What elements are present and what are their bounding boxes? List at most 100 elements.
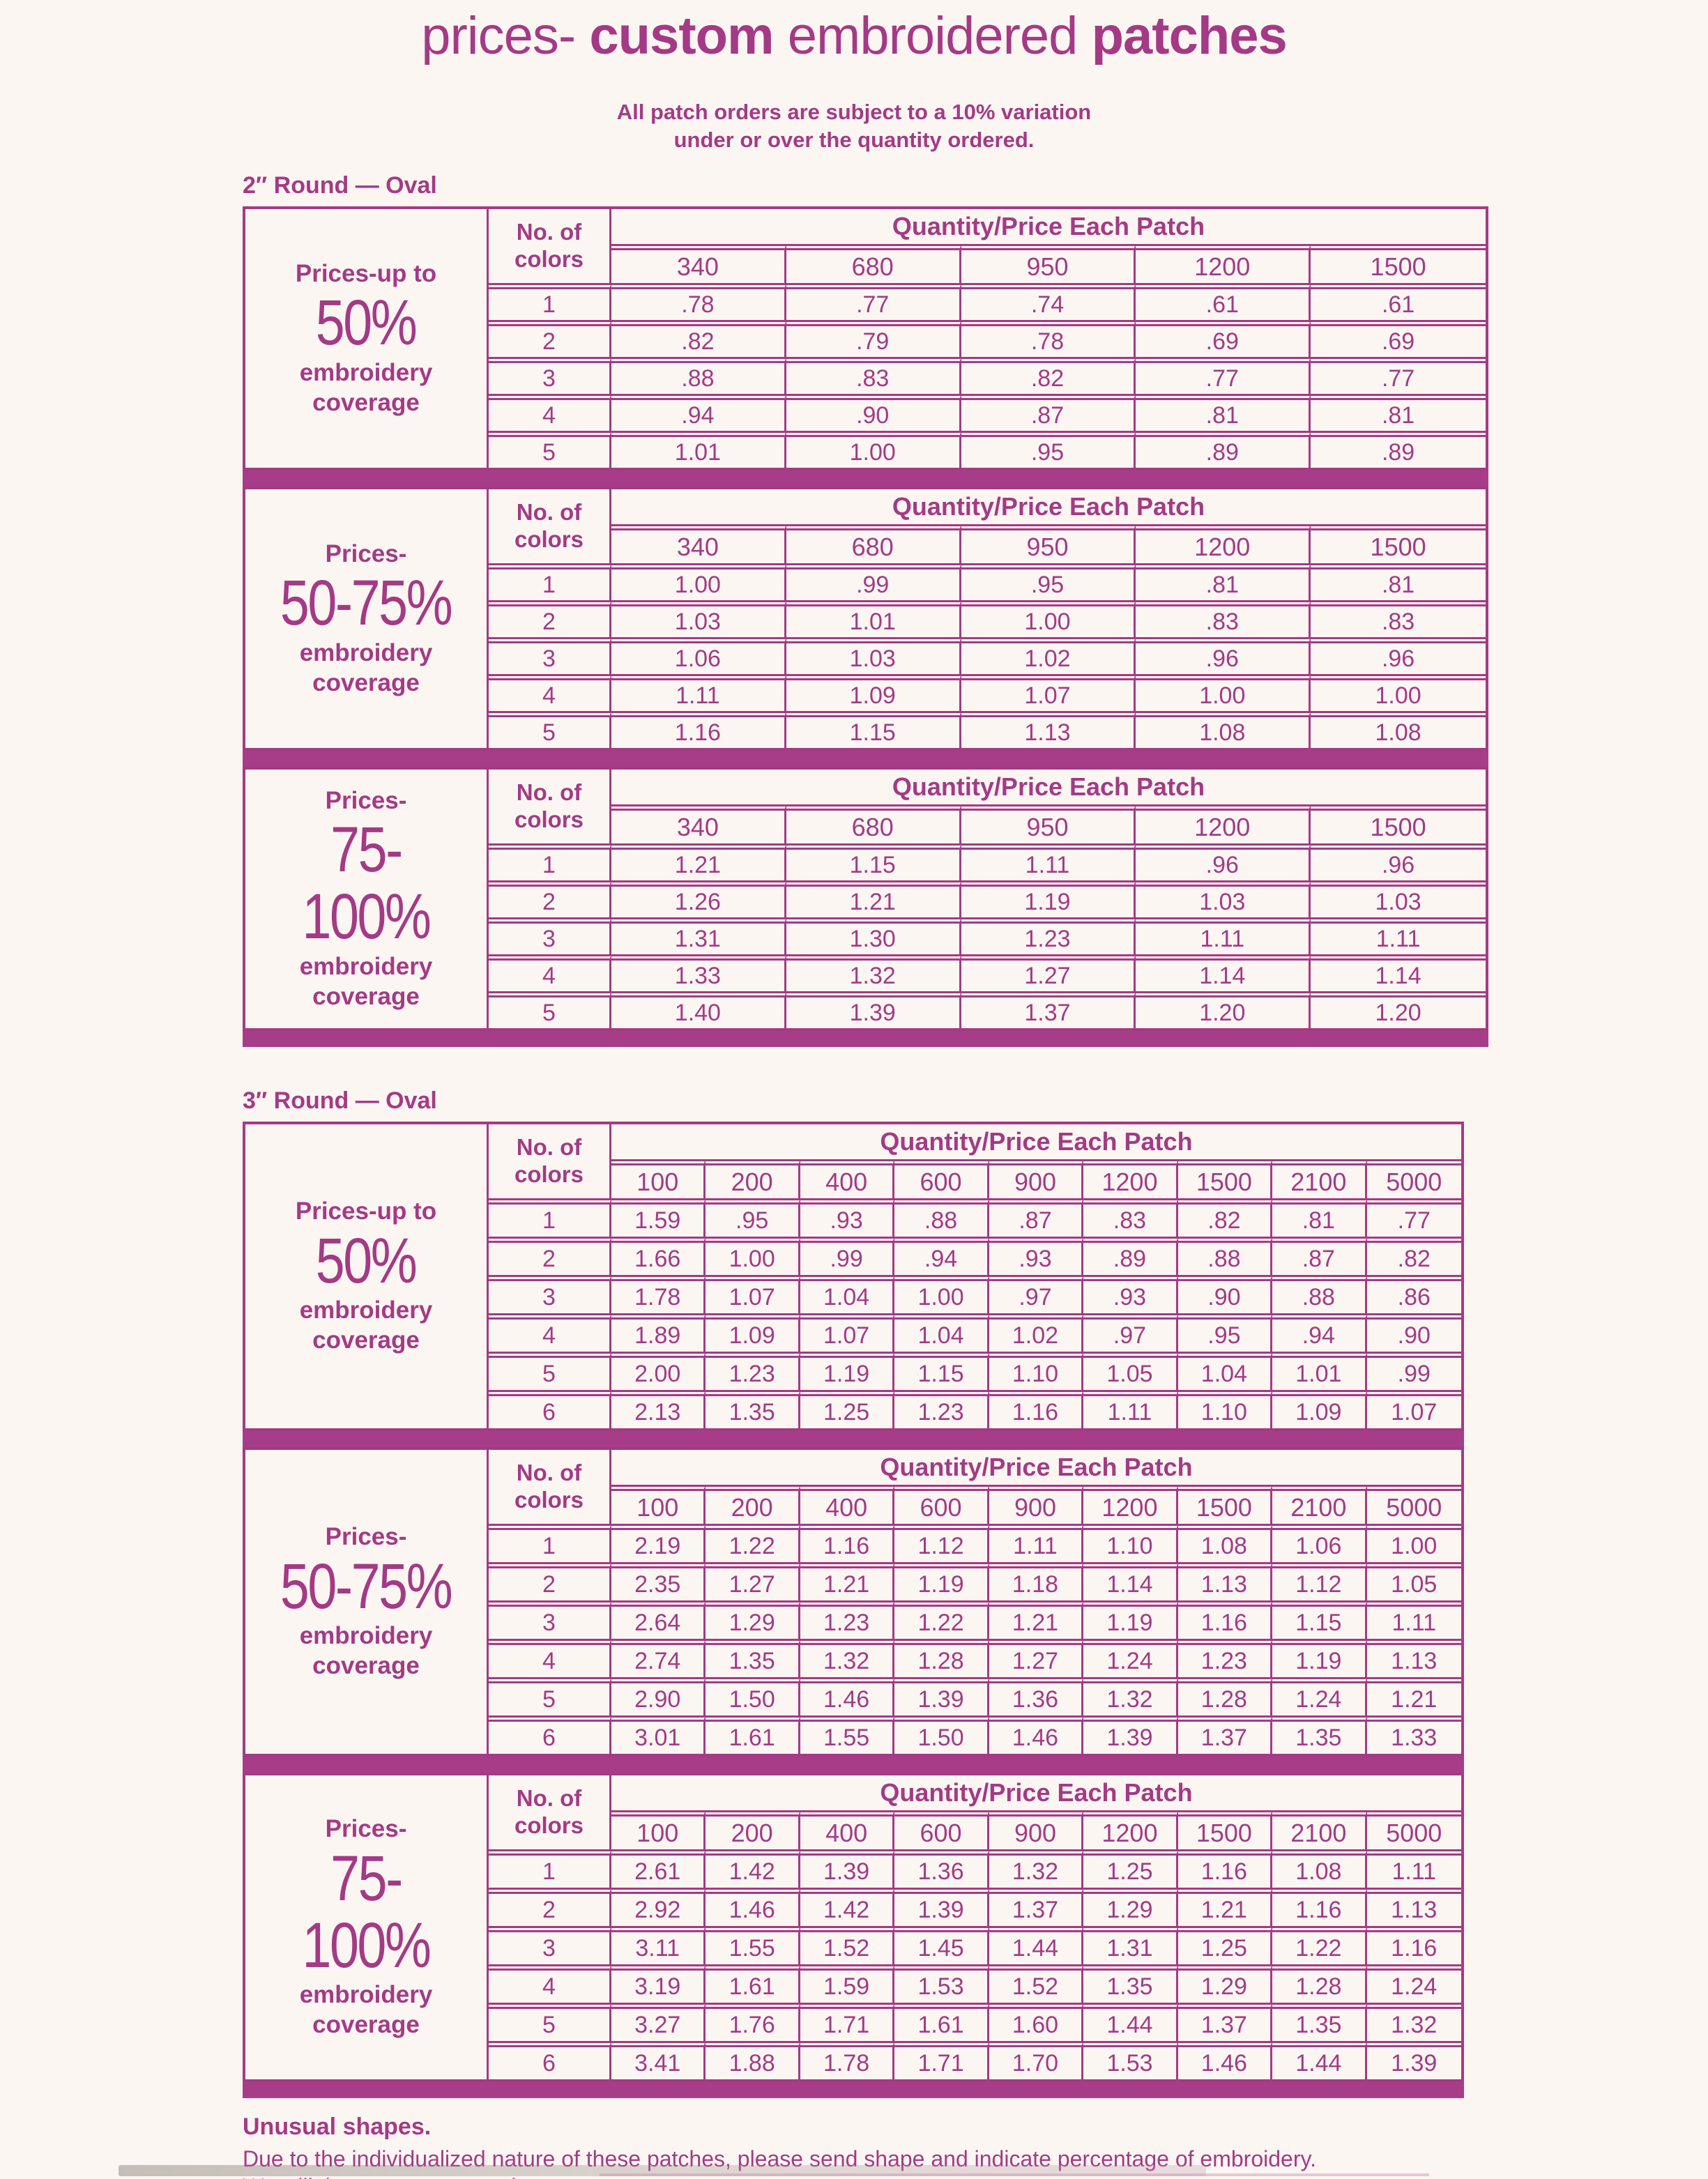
- colors-column-header: No. of colors: [489, 770, 611, 843]
- coverage-label-line: 50%: [316, 287, 418, 359]
- coverage-label: Prices- 50-75% embroidery coverage: [245, 489, 489, 748]
- quantity-header-cell: 680: [786, 244, 961, 283]
- price-cell: 1.16: [1177, 1600, 1273, 1639]
- quantity-header-cell: 1200: [1136, 244, 1311, 283]
- price-cell: .82: [1366, 1237, 1461, 1275]
- quantity-header-cell: 340: [611, 524, 786, 563]
- price-cell: .81: [1311, 563, 1486, 600]
- price-cell: .99: [786, 563, 961, 600]
- price-cell: .89: [1083, 1237, 1178, 1275]
- price-cell: 3.41: [611, 2041, 706, 2079]
- price-cell: 1.00: [1136, 674, 1311, 711]
- price-cell: .88: [1272, 1275, 1367, 1313]
- coverage-label-line: coverage: [312, 668, 420, 696]
- price-cell: 1.23: [961, 917, 1136, 954]
- quantity-header-cell: 5000: [1366, 1485, 1461, 1524]
- price-cell: 1.45: [894, 1926, 989, 1964]
- price-cell: 1.30: [786, 917, 961, 954]
- price-cell: 1.11: [1311, 917, 1486, 954]
- price-table: Prices- 75-100% embroidery coverage No. of co…: [243, 1773, 1464, 2082]
- price-table: Prices-up to 50% embroidery coverage No. of c…: [243, 1122, 1464, 1431]
- coverage-label-line: embroidery: [299, 1622, 433, 1650]
- price-cell: .82: [1177, 1198, 1273, 1237]
- price-cell: 1.19: [894, 1562, 989, 1600]
- colors-header-line: colors: [514, 1812, 584, 1838]
- coverage-label-line: embroidery: [299, 358, 433, 386]
- coverage-label-line: Prices-: [325, 540, 407, 567]
- colors-header-line: colors: [514, 1487, 584, 1513]
- price-cell: .90: [1177, 1275, 1273, 1313]
- colors-header-line: No. of: [516, 219, 582, 245]
- price-cell: .78: [961, 320, 1136, 357]
- price-cell: 2.13: [611, 1390, 706, 1428]
- price-cell: .83: [1136, 600, 1311, 637]
- price-cell: 1.24: [1366, 1964, 1461, 2003]
- quantity-header-cell: 600: [894, 1485, 989, 1524]
- price-cell: .89: [1311, 431, 1486, 468]
- price-cell: 1.44: [989, 1926, 1084, 1964]
- colors-count-cell: 3: [489, 357, 611, 394]
- price-cell: 1.11: [961, 843, 1136, 880]
- price-cell: .61: [1136, 283, 1311, 320]
- colors-count-cell: 2: [489, 1888, 611, 1926]
- price-cell: 1.04: [800, 1275, 895, 1313]
- price-cell: 1.07: [1366, 1390, 1461, 1428]
- price-cell: .81: [1136, 563, 1311, 600]
- price-tables-2inch: Prices-up to 50% embroidery coverage No. of c…: [243, 206, 1488, 1047]
- quantity-price-header: Quantity/Price Each Patch: [892, 212, 1205, 240]
- colors-column-header: No. of colors: [489, 209, 611, 283]
- price-table: Prices-up to 50% embroidery coverage No. of c…: [243, 206, 1488, 471]
- price-cell: .94: [611, 394, 786, 431]
- price-cell: .83: [786, 357, 961, 394]
- price-cell: 1.16: [611, 711, 786, 748]
- price-cell: .87: [1272, 1237, 1367, 1275]
- quantity-header-cell: 600: [894, 1810, 989, 1849]
- price-cell: .86: [1366, 1275, 1461, 1313]
- price-cell: .94: [1272, 1313, 1367, 1352]
- price-cell: 1.01: [1272, 1352, 1367, 1390]
- price-cell: 1.19: [800, 1352, 895, 1390]
- quantity-header-cell: 200: [706, 1485, 800, 1524]
- subtitle-line-2: under or over the quantity ordered.: [673, 128, 1035, 152]
- quantity-header-cell: 900: [989, 1810, 1084, 1849]
- price-cell: 1.14: [1136, 954, 1311, 991]
- price-cell: 1.09: [706, 1313, 800, 1352]
- price-cell: 1.11: [989, 1524, 1084, 1562]
- price-cell: .96: [1136, 637, 1311, 674]
- price-cell: 1.21: [786, 880, 961, 917]
- quantity-header-cell: 1200: [1083, 1485, 1178, 1524]
- price-cell: .74: [961, 283, 1136, 320]
- price-cell: .87: [961, 394, 1136, 431]
- price-cell: 2.74: [611, 1639, 706, 1677]
- price-cell: 1.37: [1177, 1715, 1273, 1754]
- price-cell: 1.04: [1177, 1352, 1273, 1390]
- colors-count-cell: 1: [489, 283, 611, 320]
- price-cell: 1.59: [611, 1198, 706, 1237]
- price-cell: .82: [961, 357, 1136, 394]
- price-tables-3inch: Prices-up to 50% embroidery coverage No. of c…: [243, 1122, 1464, 2098]
- price-cell: 1.29: [1177, 1964, 1273, 2003]
- price-cell: .97: [989, 1275, 1084, 1313]
- quantity-header-cell: 200: [706, 1159, 800, 1198]
- colors-count-cell: 4: [489, 394, 611, 431]
- price-cell: 1.39: [800, 1849, 895, 1888]
- price-cell: 1.61: [894, 2003, 989, 2041]
- price-cell: 1.88: [706, 2041, 800, 2079]
- quantity-header-cell: 400: [800, 1159, 895, 1198]
- quantity-header-cell: 400: [800, 1810, 895, 1849]
- quantity-header-cell: 1500: [1177, 1159, 1273, 1198]
- price-cell: 1.23: [706, 1352, 800, 1390]
- price-cell: 1.21: [1366, 1677, 1461, 1715]
- price-cell: 1.26: [611, 880, 786, 917]
- price-cell: 1.89: [611, 1313, 706, 1352]
- price-cell: 1.07: [961, 674, 1136, 711]
- colors-header-line: colors: [514, 1161, 584, 1187]
- price-cell: 1.33: [1366, 1715, 1461, 1754]
- quantity-header-cell: 1200: [1083, 1810, 1178, 1849]
- price-cell: 1.27: [961, 954, 1136, 991]
- quantity-header-cell: 100: [611, 1485, 706, 1524]
- coverage-label-line: Prices-up to: [295, 1198, 437, 1225]
- colors-header-line: No. of: [516, 779, 582, 806]
- price-cell: 1.35: [706, 1639, 800, 1677]
- coverage-label-line: embroidery: [299, 1981, 433, 2009]
